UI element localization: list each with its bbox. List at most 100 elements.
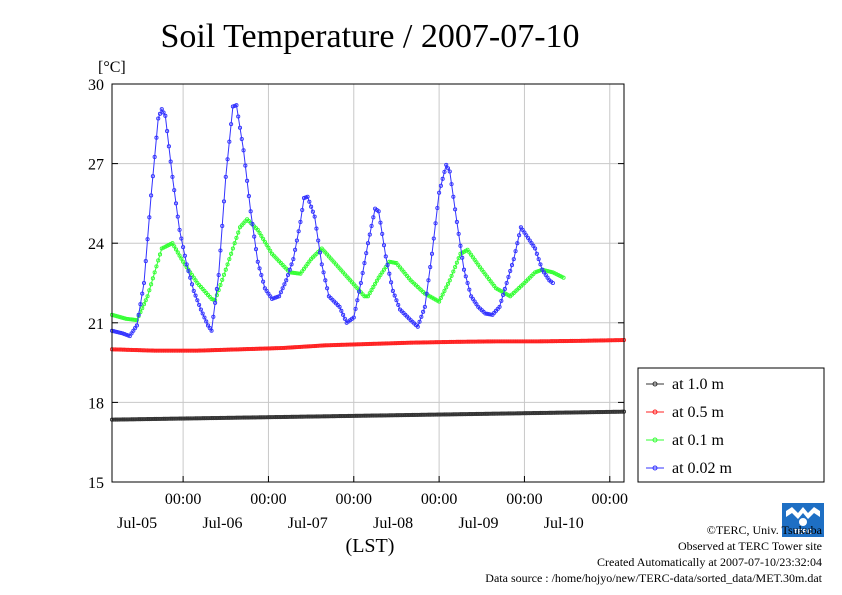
data-point xyxy=(143,298,148,303)
data-point xyxy=(257,230,262,235)
data-point xyxy=(170,174,175,179)
data-point xyxy=(195,298,200,303)
data-point xyxy=(147,215,152,220)
data-point xyxy=(419,314,424,319)
legend: at 1.0 m at 0.5 m at 0.1 m at 0.02 m xyxy=(637,367,825,483)
legend-swatch-marker xyxy=(652,409,658,415)
data-point xyxy=(236,114,241,119)
data-point xyxy=(246,194,251,199)
data-point xyxy=(499,298,504,303)
data-point xyxy=(289,262,294,267)
data-point xyxy=(259,272,264,278)
data-point xyxy=(527,238,532,243)
data-point xyxy=(202,315,207,320)
data-point xyxy=(467,287,472,292)
data-point xyxy=(115,314,120,319)
data-point xyxy=(255,227,260,232)
x-tick-date: Jul-08 xyxy=(373,515,413,532)
data-point xyxy=(129,331,134,336)
data-point xyxy=(285,272,291,278)
data-point xyxy=(188,275,193,280)
data-point xyxy=(371,284,376,290)
data-point xyxy=(229,122,234,127)
data-point xyxy=(474,302,479,307)
legend-label: at 0.02 m xyxy=(672,460,733,477)
data-point xyxy=(115,330,120,335)
x-tick-time: 00:00 xyxy=(506,491,542,508)
data-point xyxy=(157,111,163,116)
data-point xyxy=(314,226,319,231)
data-point xyxy=(440,292,445,297)
data-point xyxy=(266,291,271,296)
data-point xyxy=(502,286,507,292)
data-point xyxy=(435,205,440,211)
data-point xyxy=(134,318,139,323)
data-point xyxy=(442,288,447,294)
data-point xyxy=(280,286,285,291)
data-point xyxy=(300,207,305,213)
data-point xyxy=(223,267,228,272)
data-point xyxy=(392,260,397,265)
footer-source: Data source : /home/hojyo/new/TERC-data/… xyxy=(485,571,822,585)
data-point xyxy=(291,257,296,262)
data-point xyxy=(445,281,451,286)
data-point xyxy=(243,163,248,168)
data-point xyxy=(157,252,163,257)
data-point xyxy=(298,219,303,225)
data-point xyxy=(357,289,362,294)
data-point xyxy=(390,260,395,265)
data-point xyxy=(278,290,283,295)
data-point xyxy=(127,334,132,339)
series-line xyxy=(111,218,564,321)
data-point xyxy=(389,280,394,285)
data-point xyxy=(193,293,198,298)
data-point xyxy=(369,223,374,229)
data-point xyxy=(449,182,454,187)
data-point xyxy=(145,294,150,299)
data-point xyxy=(385,263,390,268)
data-point xyxy=(220,223,225,229)
data-point xyxy=(214,293,219,298)
data-point xyxy=(483,311,488,316)
data-point xyxy=(156,258,161,263)
data-point xyxy=(245,178,250,183)
x-tick-date: Jul-07 xyxy=(288,515,328,532)
data-point xyxy=(261,236,266,241)
y-tick-label: 27 xyxy=(88,157,104,174)
data-point xyxy=(461,267,467,272)
data-point xyxy=(444,285,449,290)
data-point xyxy=(531,243,536,248)
data-point xyxy=(236,230,241,235)
data-point xyxy=(465,280,470,286)
data-point xyxy=(172,188,177,193)
data-point xyxy=(470,296,475,301)
legend-swatch-marker xyxy=(652,437,658,443)
data-point xyxy=(550,280,555,286)
data-point xyxy=(417,319,422,324)
data-point xyxy=(225,157,230,162)
data-point xyxy=(179,256,184,261)
data-point xyxy=(221,272,227,277)
data-point xyxy=(342,316,347,321)
data-point xyxy=(536,257,541,262)
data-point xyxy=(518,225,523,230)
data-point xyxy=(186,269,191,274)
data-point xyxy=(189,272,195,278)
data-point xyxy=(229,251,234,256)
data-point xyxy=(381,243,387,248)
data-point xyxy=(117,314,122,319)
data-point xyxy=(454,260,459,265)
data-point xyxy=(517,233,522,238)
data-point xyxy=(515,241,520,246)
data-point xyxy=(545,275,550,280)
data-point xyxy=(253,247,259,252)
data-point xyxy=(424,291,429,296)
data-point xyxy=(307,199,312,204)
data-point xyxy=(337,304,342,309)
data-point xyxy=(431,236,436,241)
data-point xyxy=(200,311,205,316)
data-point xyxy=(378,220,383,225)
data-point xyxy=(543,272,548,278)
data-point xyxy=(456,231,461,236)
data-point xyxy=(234,103,239,108)
